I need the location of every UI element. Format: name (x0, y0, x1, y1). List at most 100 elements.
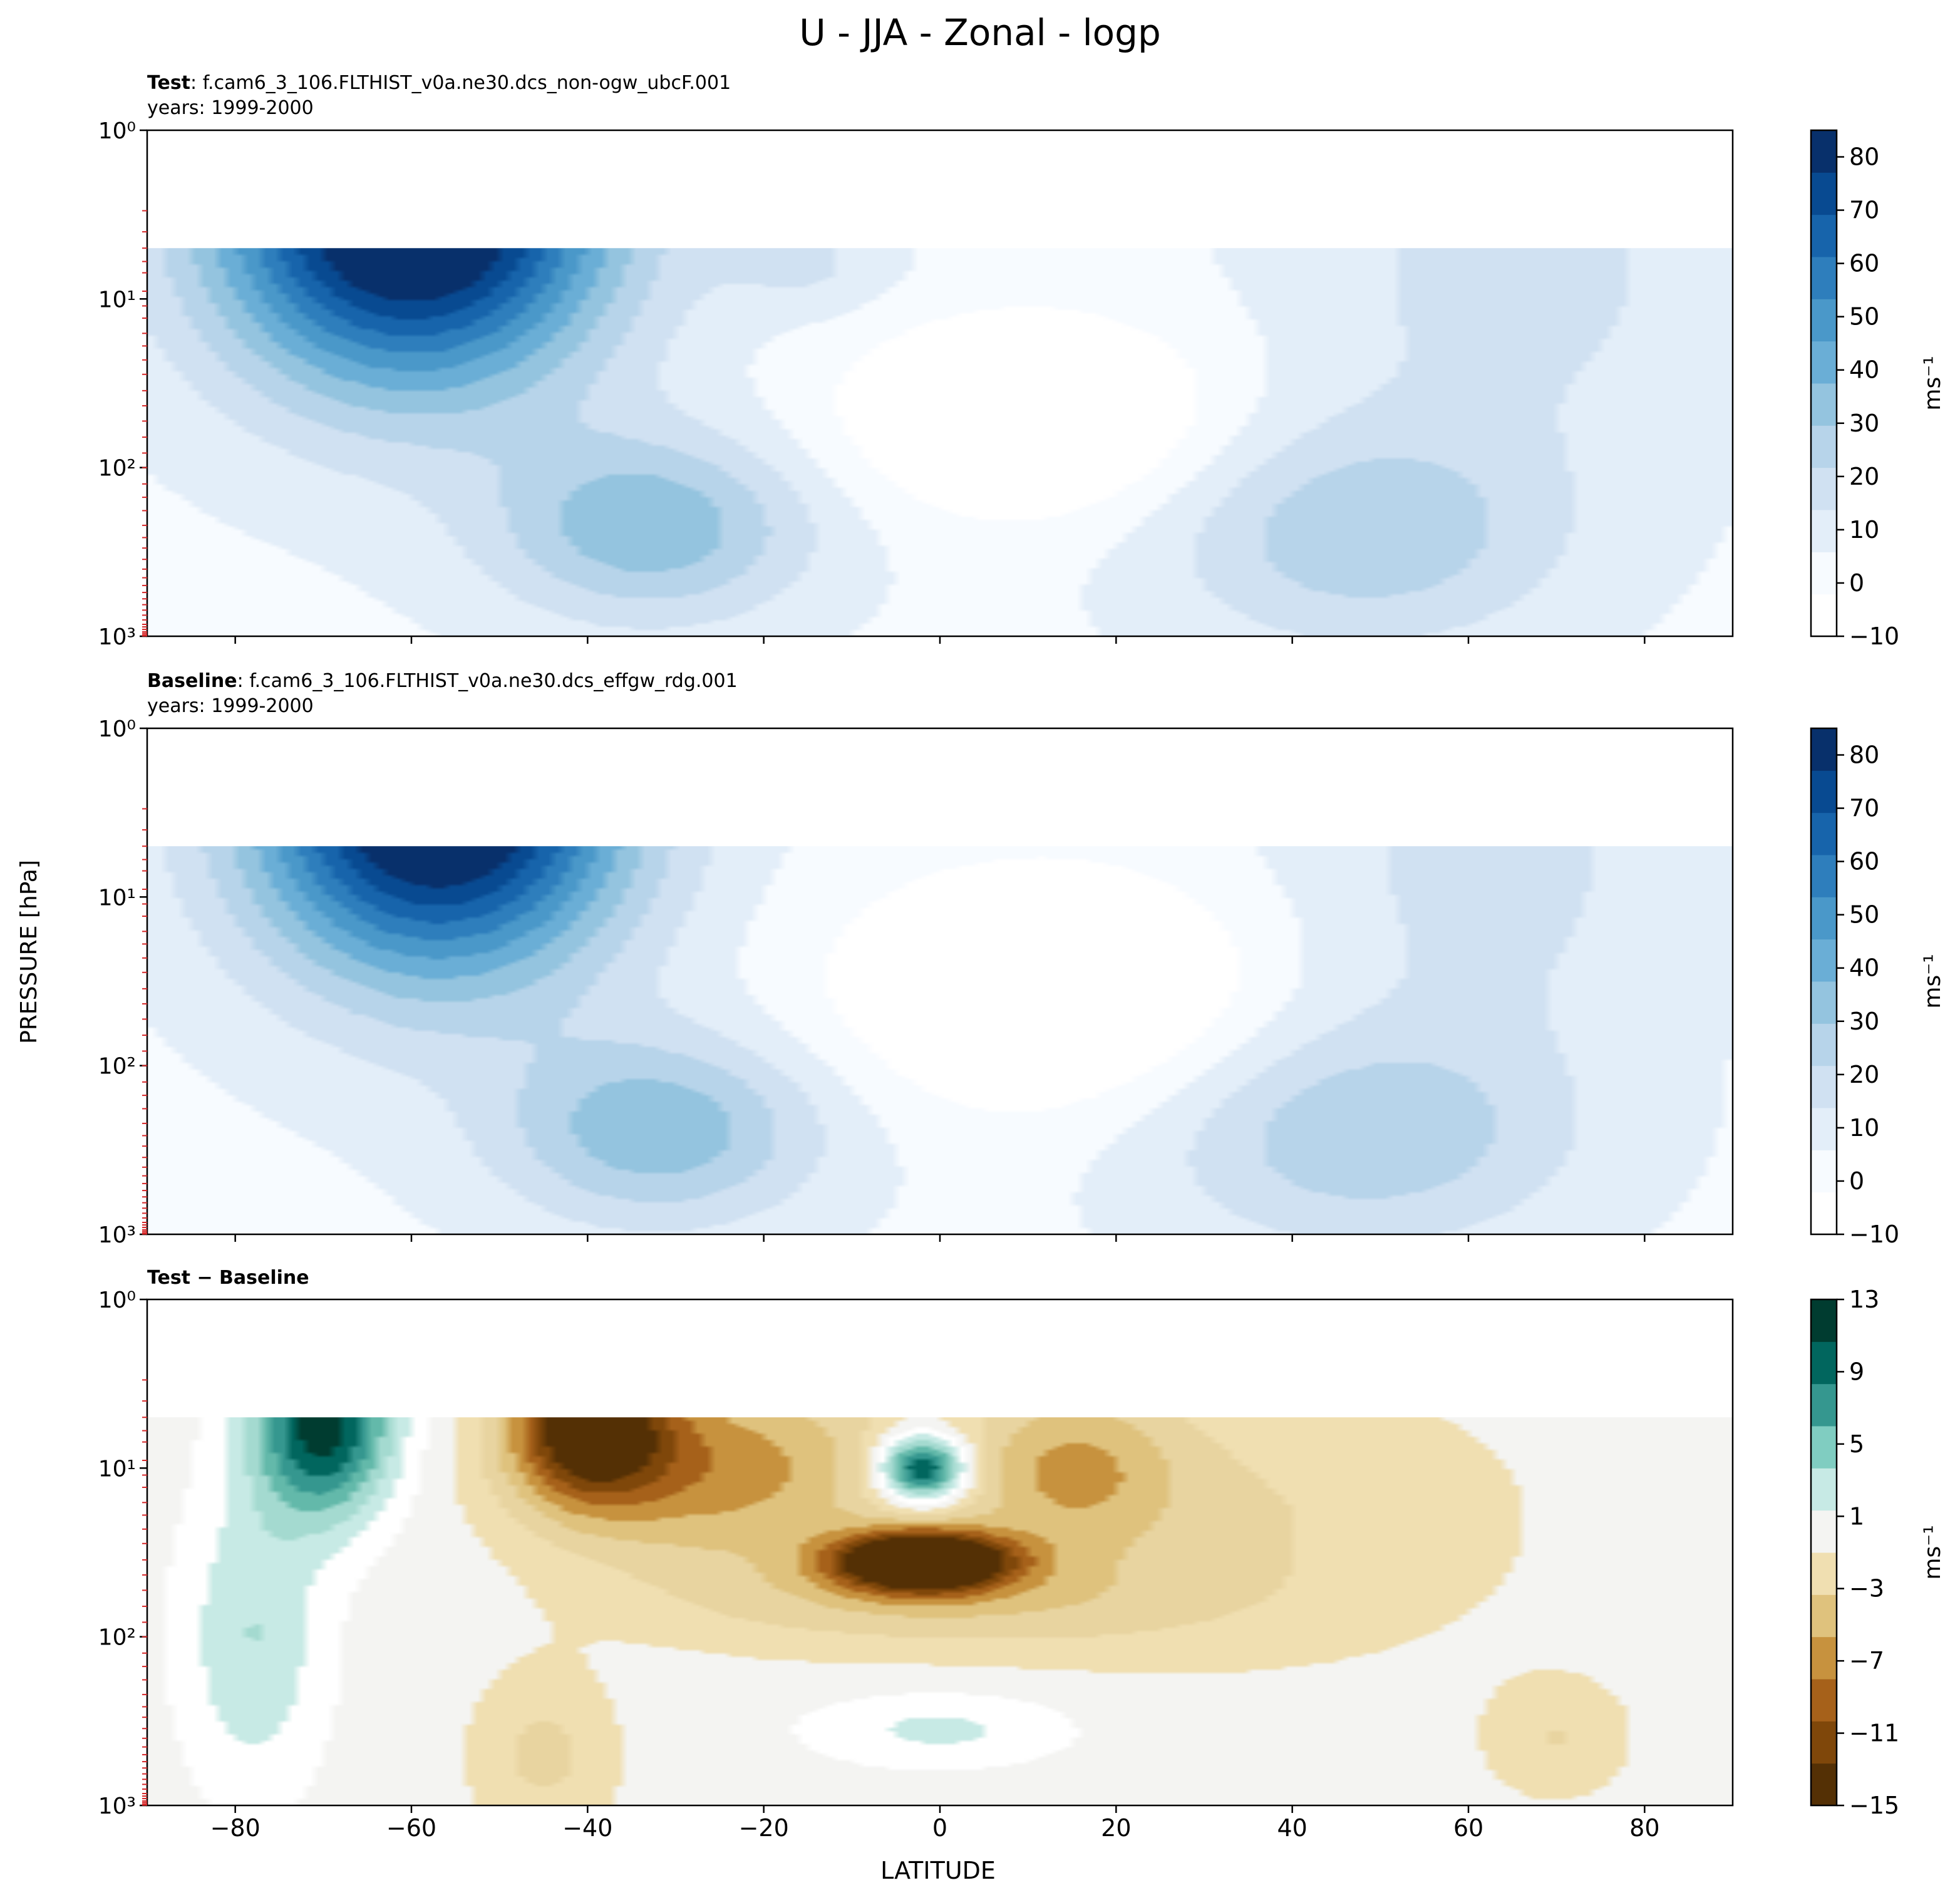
diff-colorbar-frame (1810, 1298, 1838, 1807)
diff-colorbar-band (1811, 1721, 1837, 1764)
baseline-colorbar-tick-label: 60 (1849, 848, 1879, 875)
baseline-colorbar-tick-label: 30 (1849, 1008, 1879, 1035)
diff-colorbar-tick-label: −7 (1849, 1647, 1884, 1675)
baseline-label-bold: Baseline (147, 670, 237, 692)
baseline-colorbar-band (1811, 728, 1837, 771)
baseline-colorbar-tick-label: 20 (1849, 1061, 1879, 1088)
test-label-bold: Test (147, 72, 190, 94)
baseline-y-tick-label: 10¹ (98, 885, 136, 911)
diff-colorbar-band (1811, 1510, 1837, 1553)
test-panel-title: Test: f.cam6_3_106.FLTHIST_v0a.ne30.dcs_… (147, 72, 731, 94)
test-colorbar-frame (1810, 129, 1838, 638)
test-y-tick-label: 10⁰ (98, 118, 136, 144)
test-colorbar-tick-label: 80 (1849, 143, 1879, 171)
diff-colorbar-tick-label: −3 (1849, 1575, 1884, 1603)
diff-colorbar-band (1811, 1763, 1837, 1806)
diff-colorbar-tick-label: −15 (1849, 1792, 1899, 1819)
diff-colorbar-tick-label: 13 (1849, 1286, 1879, 1313)
diff-colorbar-band (1811, 1341, 1837, 1385)
baseline-field-image (147, 846, 1733, 1234)
baseline-colorbar-band (1811, 812, 1837, 855)
baseline-years: years: 1999-2000 (147, 695, 314, 717)
test-colorbar-tick-label: 60 (1849, 250, 1879, 277)
baseline-y-tick-label: 10⁰ (98, 716, 136, 742)
diff-colorbar-unit: ms⁻¹ (1920, 1525, 1946, 1579)
diff-panel-title: Test − Baseline (147, 1267, 309, 1289)
x-tick-label: −20 (739, 1814, 789, 1842)
baseline-y-tick-label: 10³ (98, 1222, 136, 1248)
test-colorbar-band (1811, 552, 1837, 595)
diff-contour-plot: 10⁰ 10¹ 10² 10³ (98, 1288, 1734, 1819)
x-tick-label: 0 (932, 1814, 947, 1842)
baseline-colorbar-band (1811, 939, 1837, 982)
diff-colorbar-tick-label: 5 (1849, 1430, 1864, 1458)
diff-colorbar-band (1811, 1552, 1837, 1595)
diff-field-image (147, 1417, 1733, 1805)
baseline-contour-plot: 10⁰ 10¹ 10² 10³ (98, 716, 1734, 1248)
diff-colorbar-band (1811, 1679, 1837, 1722)
baseline-colorbar-band (1811, 1023, 1837, 1066)
baseline-colorbar-band (1811, 1065, 1837, 1108)
baseline-colorbar-tick-label: 40 (1849, 954, 1879, 982)
test-y-tick-label: 10¹ (98, 287, 136, 312)
diff-colorbar-band (1811, 1426, 1837, 1469)
test-panel: Test: f.cam6_3_106.FLTHIST_v0a.ne30.dcs_… (98, 72, 1734, 650)
test-colorbar-unit: ms⁻¹ (1920, 356, 1946, 410)
diff-colorbar-tick-label: −11 (1849, 1720, 1899, 1747)
test-colorbar-band (1811, 425, 1837, 468)
test-colorbar-tick-label: 50 (1849, 303, 1879, 331)
baseline-colorbar-frame (1810, 727, 1838, 1236)
diff-y-tick-label: 10¹ (98, 1456, 136, 1482)
baseline-colorbar-band (1811, 1150, 1837, 1193)
x-tick-label: 20 (1101, 1814, 1131, 1842)
test-years: years: 1999-2000 (147, 97, 314, 119)
diff-colorbar-band (1811, 1383, 1837, 1427)
test-colorbar-band (1811, 299, 1837, 342)
test-label-case: : f.cam6_3_106.FLTHIST_v0a.ne30.dcs_non-… (190, 72, 731, 94)
diff-colorbar-band (1811, 1594, 1837, 1638)
baseline-label-case: : f.cam6_3_106.FLTHIST_v0a.ne30.dcs_effg… (237, 670, 738, 692)
diff-colorbar-band (1811, 1468, 1837, 1511)
x-tick-label: −80 (210, 1814, 260, 1842)
test-y-tick-label: 10³ (98, 624, 136, 650)
test-colorbar-tick-label: 0 (1849, 569, 1864, 597)
test-contour-plot: 10⁰ 10¹ 10² 10³ (98, 118, 1734, 650)
baseline-colorbar-band (1811, 855, 1837, 897)
x-tick-label: 60 (1453, 1814, 1483, 1842)
colorbars: −10 0 10 20 30 40 50 60 70 80 ms⁻¹ −10 0 10 20 30 40 50 60… (1810, 129, 1946, 1819)
baseline-colorbar-band (1811, 1192, 1837, 1235)
test-colorbar-band (1811, 467, 1837, 510)
figure-title: U - JJA - Zonal - logp (799, 11, 1161, 54)
baseline-colorbar-band (1811, 770, 1837, 813)
test-colorbar-tick-label: 10 (1849, 516, 1879, 544)
baseline-y-tick-label: 10² (98, 1054, 136, 1080)
baseline-colorbar-band (1811, 981, 1837, 1024)
diff-y-tick-label: 10³ (98, 1794, 136, 1819)
diff-colorbar-band (1811, 1636, 1837, 1680)
diff-y-tick-label: 10⁰ (98, 1288, 136, 1313)
test-colorbar-band (1811, 594, 1837, 637)
test-y-tick-label: 10² (98, 456, 136, 482)
baseline-colorbar-band (1811, 897, 1837, 940)
x-tick-label: −40 (562, 1814, 612, 1842)
diff-colorbar-tick-label: 1 (1849, 1502, 1864, 1530)
baseline-panel-title: Baseline: f.cam6_3_106.FLTHIST_v0a.ne30.… (147, 670, 738, 692)
baseline-panel: Baseline: f.cam6_3_106.FLTHIST_v0a.ne30.… (98, 670, 1734, 1248)
x-axis-label: LATITUDE (880, 1857, 996, 1884)
baseline-colorbar-tick-label: 10 (1849, 1114, 1879, 1142)
diff-y-tick-label: 10² (98, 1625, 136, 1651)
test-colorbar-tick-label: 30 (1849, 410, 1879, 437)
test-colorbar-band (1811, 130, 1837, 173)
x-tick-label: 80 (1629, 1814, 1659, 1842)
x-tick-label: −60 (386, 1814, 436, 1842)
x-tick-label: 40 (1277, 1814, 1307, 1842)
diff-colorbar-tick-label: 9 (1849, 1358, 1864, 1385)
baseline-colorbar-band (1811, 1108, 1837, 1150)
test-colorbar-band (1811, 257, 1837, 299)
test-colorbar-tick-label: 20 (1849, 463, 1879, 490)
test-colorbar-band (1811, 214, 1837, 257)
diff-panel: Test − Baseline 10⁰ 10¹ 10² 10³ (98, 1267, 1734, 1819)
test-colorbar-band (1811, 510, 1837, 552)
baseline-colorbar-tick-label: 80 (1849, 741, 1879, 769)
